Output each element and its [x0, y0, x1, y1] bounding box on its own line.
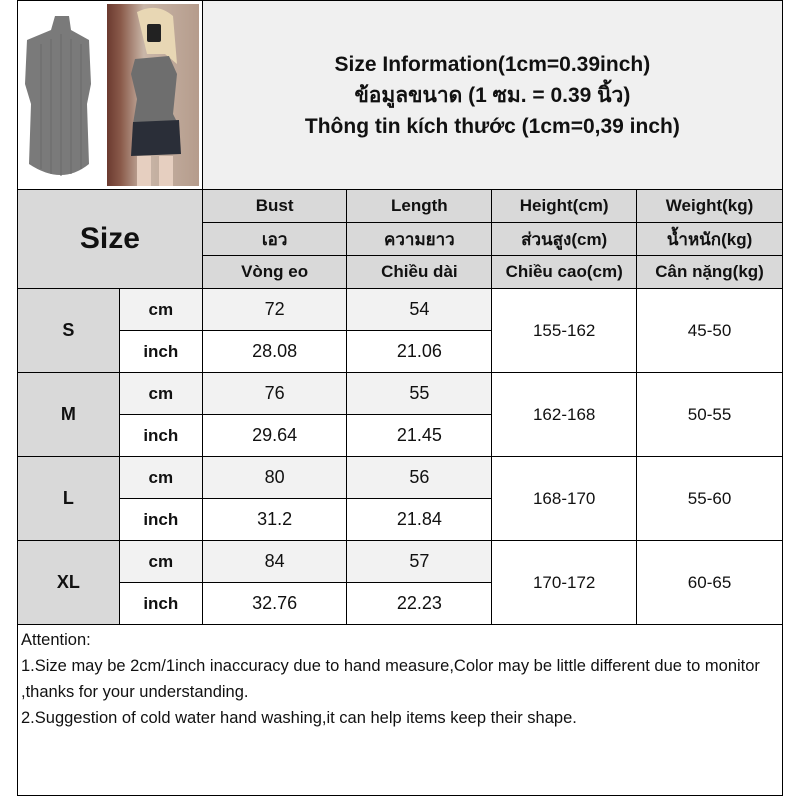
attention-note-2: 2.Suggestion of cold water hand washing,…	[21, 709, 577, 727]
bust-inch: 31.2	[201, 498, 348, 541]
unit-inch: inch	[118, 498, 203, 541]
length-inch: 21.06	[346, 330, 493, 373]
col-bust-vi: Vòng eo	[201, 255, 348, 289]
length-cm: 54	[346, 288, 493, 331]
col-weight-th: น้ำหนัก(kg)	[636, 222, 783, 256]
length-inch: 21.45	[346, 414, 493, 457]
size-chart-table: Size Information(1cm=0.39inch) ข้อมูลขนา…	[17, 0, 784, 796]
weight-range: 55-60	[636, 456, 783, 541]
attention-notes: Attention: 1.Size may be 2cm/1inch inacc…	[17, 624, 783, 796]
height-range: 170-172	[491, 540, 638, 625]
weight-range: 50-55	[636, 372, 783, 457]
product-photos	[17, 0, 203, 190]
attention-note-1: 1.Size may be 2cm/1inch inaccuracy due t…	[21, 657, 760, 701]
col-height-vi: Chiều cao(cm)	[491, 255, 638, 289]
table-row-cm: L cm 80 56 168-170 55-60	[17, 456, 783, 541]
length-cm: 56	[346, 456, 493, 499]
height-range: 162-168	[491, 372, 638, 457]
size-label: L	[17, 456, 120, 541]
col-bust-en: Bust	[201, 189, 348, 223]
size-info-title: Size Information(1cm=0.39inch) ข้อมูลขนา…	[201, 0, 784, 190]
shirt-image	[21, 4, 103, 186]
table-row-cm: S cm 72 54 155-162 45-50	[17, 288, 783, 373]
table-row-inch: inch 29.64 21.45	[18, 414, 783, 457]
col-weight-en: Weight(kg)	[636, 189, 783, 223]
bust-cm: 72	[201, 288, 348, 331]
unit-inch: inch	[118, 330, 203, 373]
size-label: XL	[17, 540, 120, 625]
table-row-cm: XL cm 84 57 170-172 60-65	[17, 540, 783, 625]
bust-inch: 29.64	[201, 414, 348, 457]
col-bust-th: เอว	[201, 222, 348, 256]
weight-range: 45-50	[636, 288, 783, 373]
bust-inch: 28.08	[201, 330, 348, 373]
model-image	[107, 4, 199, 186]
size-label: M	[17, 372, 120, 457]
bust-cm: 76	[201, 372, 348, 415]
bust-cm: 80	[201, 456, 348, 499]
unit-cm: cm	[118, 372, 203, 415]
title-vietnamese: Thông tin kích thước (1cm=0,39 inch)	[304, 114, 680, 138]
col-height-en: Height(cm)	[491, 189, 638, 223]
size-label: S	[17, 288, 120, 373]
bust-inch: 32.76	[201, 582, 348, 625]
col-length-th: ความยาว	[346, 222, 493, 256]
length-cm: 55	[346, 372, 493, 415]
table-row-inch: inch 28.08 21.06	[18, 330, 783, 373]
unit-cm: cm	[118, 540, 203, 583]
col-length-en: Length	[346, 189, 493, 223]
length-inch: 22.23	[346, 582, 493, 625]
unit-cm: cm	[118, 456, 203, 499]
table-row-inch: inch 31.2 21.84	[18, 498, 783, 541]
col-height-th: ส่วนสูง(cm)	[491, 222, 638, 256]
table-row-cm: M cm 76 55 162-168 50-55	[17, 372, 783, 457]
height-range: 155-162	[491, 288, 638, 373]
attention-heading: Attention:	[21, 631, 91, 649]
length-cm: 57	[346, 540, 493, 583]
size-header: Size	[17, 189, 203, 289]
col-length-vi: Chiều dài	[346, 255, 493, 289]
weight-range: 60-65	[636, 540, 783, 625]
title-thai: ข้อมูลขนาด (1 ซม. = 0.39 นิ้ว)	[354, 83, 631, 107]
unit-cm: cm	[118, 288, 203, 331]
height-range: 168-170	[491, 456, 638, 541]
unit-inch: inch	[118, 582, 203, 625]
table-row-inch: inch 32.76 22.23	[18, 582, 783, 625]
bust-cm: 84	[201, 540, 348, 583]
title-english: Size Information(1cm=0.39inch)	[334, 52, 651, 76]
col-weight-vi: Cân nặng(kg)	[636, 255, 783, 289]
length-inch: 21.84	[346, 498, 493, 541]
unit-inch: inch	[118, 414, 203, 457]
